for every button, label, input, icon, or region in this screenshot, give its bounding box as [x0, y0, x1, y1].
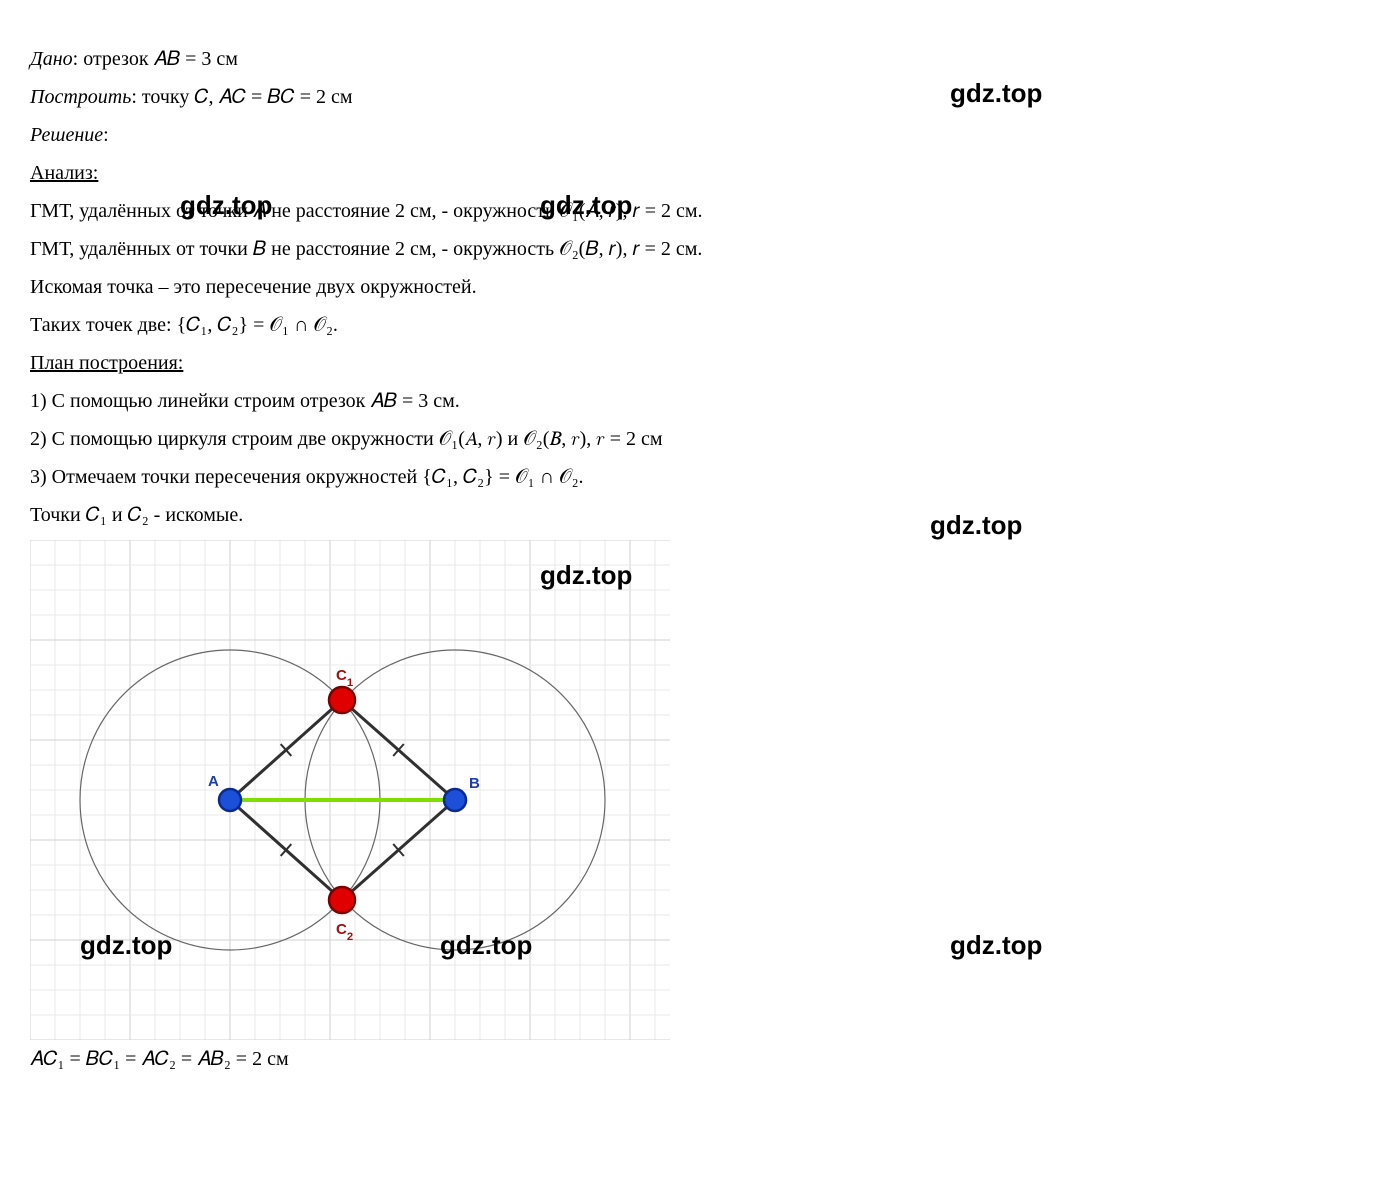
step-3: 3) Отмечаем точки пересечения окружносте…	[30, 458, 1370, 496]
step-2: 2) С помощью циркуля строим две окружнос…	[30, 420, 1370, 458]
plan-heading: План построения:	[30, 344, 1370, 382]
result-points: Точки 𝐶₁ и 𝐶₂ - искомые.	[30, 496, 1370, 534]
given-label: Дано	[30, 48, 73, 70]
final-equality: 𝐴𝐶₁ = 𝐵𝐶₁ = 𝐴𝐶₂ = 𝐴𝐵₂ = 2 см	[30, 1040, 1370, 1078]
construct-line: Построить: точку 𝐶, 𝐴𝐶 = 𝐵𝐶 = 2 см	[30, 78, 1370, 116]
svg-text:B: B	[469, 775, 480, 792]
two-points: Таких точек две: {𝐶₁, 𝐶₂} = 𝒪₁ ∩ 𝒪₂.	[30, 306, 1370, 344]
svg-text:A: A	[208, 773, 219, 790]
analysis-label: Анализ:	[30, 162, 98, 184]
solution-colon: :	[103, 124, 109, 146]
svg-text:C1: C1	[336, 667, 353, 689]
figure-svg: ABC1C2	[30, 540, 670, 1040]
gmt-b: ГМТ, удалённых от точки 𝐵 не расстояние …	[30, 230, 1370, 268]
step-1: 1) С помощью линейки строим отрезок 𝐴𝐵 =…	[30, 382, 1370, 420]
analysis-heading: Анализ:	[30, 154, 1370, 192]
gmt-a: ГМТ, удалённых от точки 𝐴 не расстояние …	[30, 192, 1370, 230]
sought-point: Искомая точка – это пересечение двух окр…	[30, 268, 1370, 306]
geometry-figure: ABC1C2	[30, 540, 1370, 1040]
construct-label: Построить	[30, 86, 131, 108]
given-value: : отрезок 𝐴𝐵 = 3 см	[73, 48, 238, 70]
solution-line: Решение:	[30, 116, 1370, 154]
plan-label: План построения:	[30, 352, 183, 374]
given-line: Дано: отрезок 𝐴𝐵 = 3 см	[30, 40, 1370, 78]
solution-label: Решение	[30, 124, 103, 146]
construct-value: : точку 𝐶, 𝐴𝐶 = 𝐵𝐶 = 2 см	[131, 86, 352, 108]
document-body: Дано: отрезок 𝐴𝐵 = 3 см Построить: точку…	[0, 0, 1400, 1088]
